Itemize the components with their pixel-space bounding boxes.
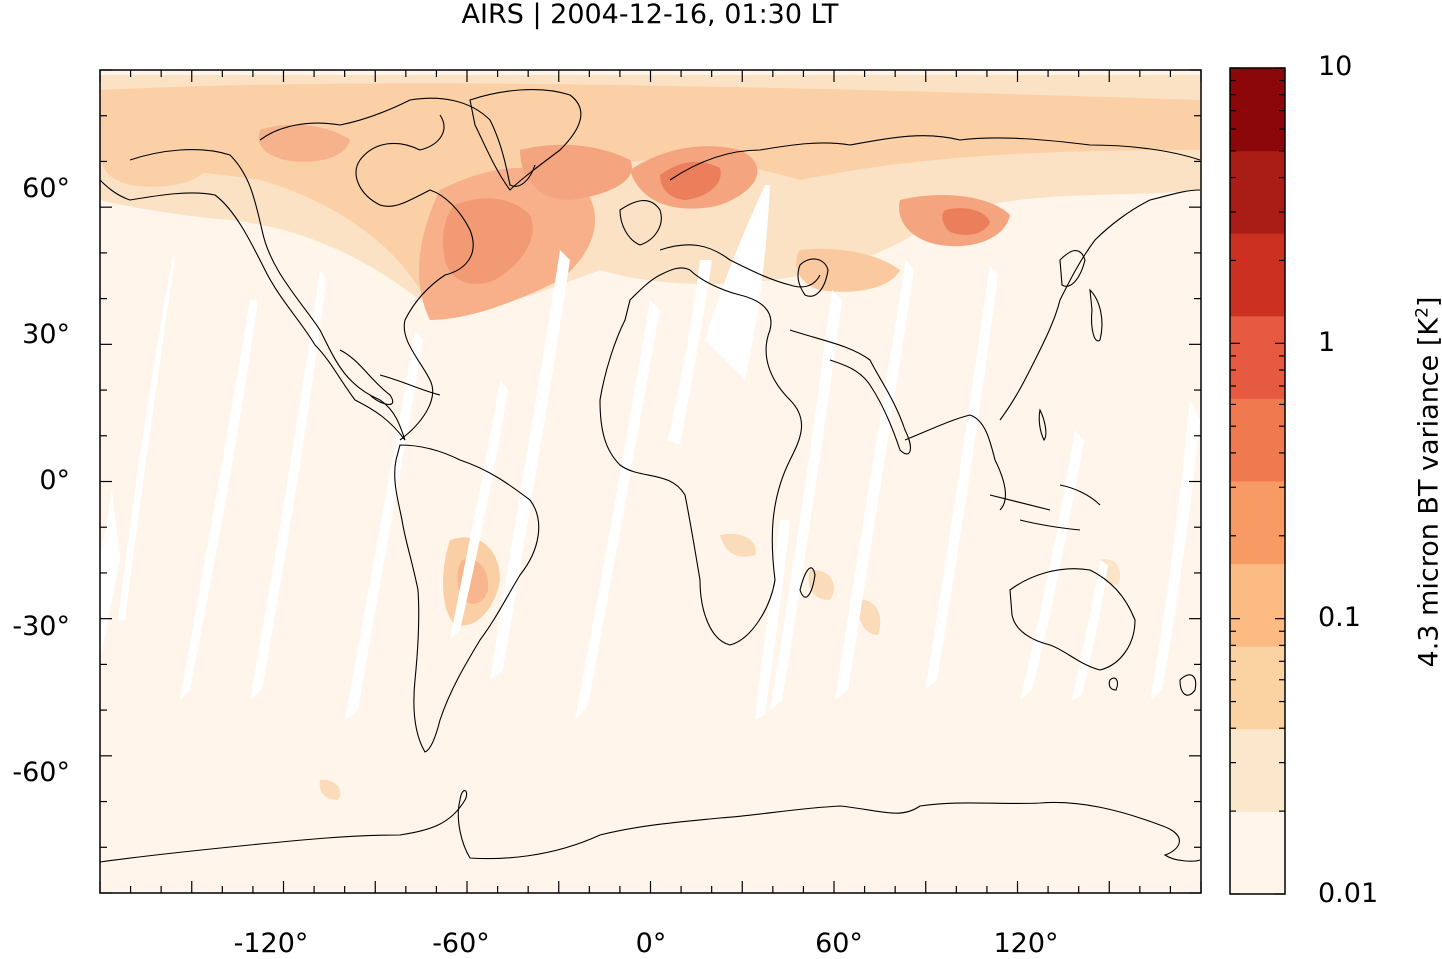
lat-label-30s: -30° bbox=[0, 612, 70, 642]
lat-label-60n: 60° bbox=[0, 174, 70, 204]
lon-label-60e: 60° bbox=[779, 929, 899, 959]
colorbar bbox=[1230, 68, 1285, 895]
colorbar-swatch bbox=[1230, 316, 1285, 399]
colorbar-tick-1: 1 bbox=[1318, 328, 1335, 358]
colorbar-title: 4.3 micron BT variance [K2] bbox=[1408, 297, 1442, 668]
colorbar-tick-0.1: 0.1 bbox=[1318, 603, 1361, 633]
lat-label-30n: 30° bbox=[0, 320, 70, 350]
lon-label-120w: -120° bbox=[211, 929, 331, 959]
colorbar-swatch bbox=[1230, 233, 1285, 316]
colorbar-swatch bbox=[1230, 151, 1285, 234]
colorbar-swatch bbox=[1230, 729, 1285, 812]
colorbar-swatch bbox=[1230, 564, 1285, 647]
colorbar-swatch bbox=[1230, 68, 1285, 151]
colorbar-tick-0.01: 0.01 bbox=[1318, 879, 1378, 909]
lon-label-0: 0° bbox=[591, 929, 711, 959]
colorbar-swatch bbox=[1230, 646, 1285, 729]
lat-label-0: 0° bbox=[0, 466, 70, 496]
colorbar-swatch bbox=[1230, 481, 1285, 564]
lat-label-60s: -60° bbox=[0, 758, 70, 788]
colorbar-swatch bbox=[1230, 811, 1285, 894]
lon-label-60w: -60° bbox=[401, 929, 521, 959]
colorbar-tick-10: 10 bbox=[1318, 52, 1352, 82]
lon-label-120e: 120° bbox=[966, 929, 1086, 959]
colorbar-swatch bbox=[1230, 398, 1285, 481]
map-area bbox=[100, 70, 1201, 893]
